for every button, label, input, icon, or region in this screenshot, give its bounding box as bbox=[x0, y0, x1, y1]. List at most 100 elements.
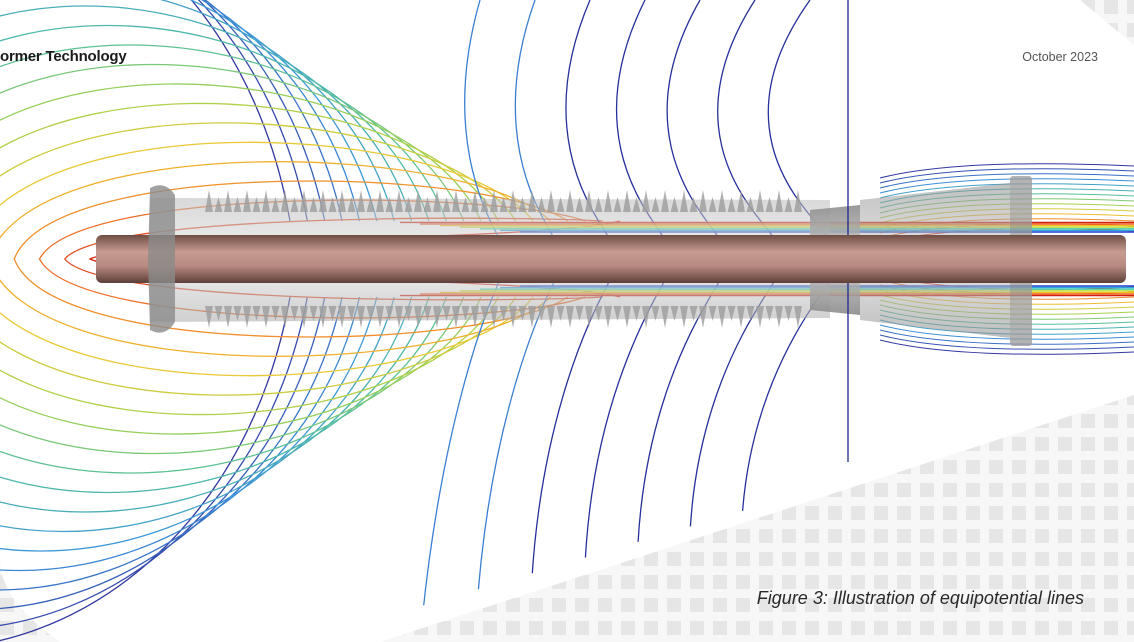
insulator-shed bbox=[632, 306, 641, 321]
equipotential-line bbox=[0, 122, 517, 396]
equipotential-line bbox=[0, 0, 309, 630]
equipotential-line bbox=[0, 0, 378, 552]
insulator-shed bbox=[699, 306, 707, 328]
insulator-shed bbox=[338, 306, 346, 328]
insulator-shed bbox=[442, 197, 451, 212]
insulator-shed bbox=[689, 197, 698, 212]
insulator-shed bbox=[708, 306, 717, 321]
insulator-shed bbox=[623, 306, 631, 328]
equipotential-line bbox=[0, 44, 447, 474]
insulator-shed bbox=[727, 306, 736, 321]
internal-field-line bbox=[879, 178, 1134, 340]
insulator-shed bbox=[290, 306, 299, 321]
insulator-shed bbox=[347, 306, 356, 321]
insulator-shed bbox=[528, 190, 536, 212]
insulator-shed bbox=[547, 306, 555, 328]
insulator-shed bbox=[518, 306, 527, 321]
insulator-shed bbox=[718, 306, 726, 328]
insulator-shed bbox=[556, 197, 565, 212]
insulator-shed bbox=[357, 190, 365, 212]
insulator-shed bbox=[309, 306, 318, 321]
insulator-shed bbox=[214, 306, 223, 321]
insulator-shed bbox=[404, 306, 413, 321]
insulator-shed bbox=[328, 306, 337, 321]
insulator-shed bbox=[376, 306, 384, 328]
equipotential-line bbox=[0, 0, 343, 591]
insulator-shed bbox=[632, 197, 641, 212]
insulator-shed bbox=[604, 306, 612, 328]
insulator-shed bbox=[775, 190, 783, 212]
insulator-shed bbox=[537, 197, 546, 212]
equipotential-line bbox=[0, 161, 551, 357]
insulator-shed bbox=[566, 190, 574, 212]
insulator-shed bbox=[765, 306, 774, 321]
insulator-shed bbox=[471, 306, 479, 328]
insulator-shed bbox=[224, 190, 232, 212]
insulator-shed bbox=[528, 306, 536, 328]
insulator-shed bbox=[490, 306, 498, 328]
insulator-shed bbox=[281, 306, 289, 328]
insulator-shed bbox=[746, 197, 755, 212]
insulator-shed bbox=[575, 197, 584, 212]
insulator-shed bbox=[661, 190, 669, 212]
insulator-shed bbox=[423, 197, 432, 212]
insulator-shed bbox=[385, 306, 394, 321]
insulator-shed bbox=[452, 190, 460, 212]
insulator-shed bbox=[718, 190, 726, 212]
figure-caption: Figure 3: Illustration of equipotential … bbox=[756, 588, 1084, 608]
insulator-shed bbox=[566, 306, 574, 328]
equipotential-line bbox=[0, 83, 482, 435]
insulator-shed bbox=[784, 306, 793, 321]
equipotential-line bbox=[0, 0, 291, 642]
insulator-shed bbox=[727, 197, 736, 212]
insulator-shed bbox=[414, 306, 422, 328]
insulator-shed bbox=[642, 306, 650, 328]
insulator-shed bbox=[461, 306, 470, 321]
insulator-shed bbox=[794, 306, 802, 328]
insulator-shed bbox=[300, 306, 308, 328]
insulator-shed bbox=[366, 306, 375, 321]
insulator-shed bbox=[243, 190, 251, 212]
insulator-shed bbox=[499, 306, 508, 321]
insulator-shed bbox=[309, 197, 318, 212]
insulator-shed bbox=[708, 197, 717, 212]
insulator-shed bbox=[680, 190, 688, 212]
internal-field-line bbox=[879, 163, 1134, 355]
insulator-shed bbox=[290, 197, 299, 212]
insulator-shed bbox=[205, 306, 213, 328]
insulator-shed bbox=[385, 197, 394, 212]
insulator-shed bbox=[775, 306, 783, 328]
insulator-shed bbox=[347, 197, 356, 212]
insulator-shed bbox=[300, 190, 308, 212]
insulator-shed bbox=[461, 197, 470, 212]
insulator-shed bbox=[613, 197, 622, 212]
equipotential-line bbox=[0, 102, 499, 416]
insulator-shed bbox=[205, 190, 213, 212]
insulator-shed bbox=[651, 197, 660, 212]
equipotential-line bbox=[0, 24, 430, 494]
insulator-shed bbox=[271, 197, 280, 212]
insulator-shed bbox=[661, 306, 669, 328]
insulator-shed bbox=[271, 306, 280, 321]
insulator-shed bbox=[395, 190, 403, 212]
insulator-shed bbox=[499, 197, 508, 212]
equipotential-line bbox=[0, 0, 361, 571]
insulator-shed bbox=[509, 190, 517, 212]
insulator-shed bbox=[433, 190, 441, 212]
insulator-shed bbox=[490, 190, 498, 212]
insulator-shed bbox=[423, 306, 432, 321]
equipotential-line bbox=[0, 63, 465, 455]
electrode-cap bbox=[148, 185, 175, 333]
insulator-shed bbox=[575, 306, 584, 321]
internal-field-line bbox=[879, 173, 1134, 345]
insulator-shed bbox=[594, 306, 603, 321]
insulator-shed bbox=[585, 306, 593, 328]
insulator-shed bbox=[338, 190, 346, 212]
insulator-shed bbox=[680, 306, 688, 328]
insulator-shed bbox=[224, 306, 232, 328]
equipotential-line bbox=[0, 0, 326, 611]
insulator-shed bbox=[404, 197, 413, 212]
insulator-shed bbox=[623, 190, 631, 212]
